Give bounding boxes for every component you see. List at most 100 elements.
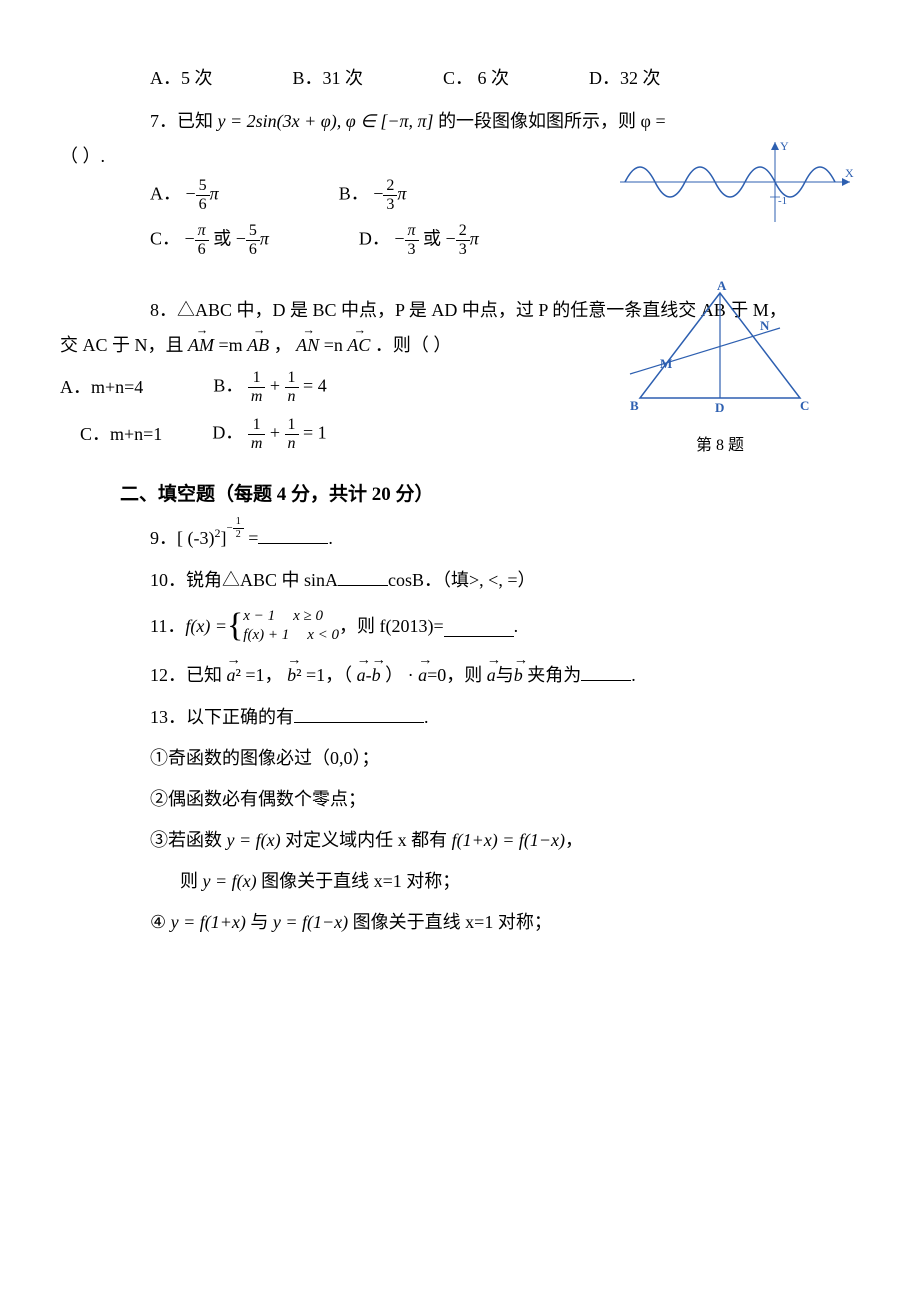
q11-prefix: 11．: [150, 614, 185, 639]
q11: 11． f(x) = { x − 1x ≥ 0 f(x) + 1x < 0 ，则…: [120, 607, 820, 646]
vec-am: AM: [188, 333, 214, 358]
q13-s4c: 与: [250, 912, 268, 932]
svg-text:A: A: [717, 278, 727, 293]
q12-a2: ² =1，: [236, 665, 283, 685]
q6-opt-c: C． 6 次: [443, 66, 509, 91]
q11-f: f(x) =: [185, 614, 227, 639]
q6-options: A．5 次 B．31 次 C． 6 次 D．32 次: [120, 66, 820, 91]
q7-formula: y = 2sin(3x + φ), φ ∈ [−π, π]: [218, 111, 434, 131]
q7-opt-a: A． −56π: [150, 178, 219, 213]
q12-prefix: 12．已知: [150, 665, 222, 685]
q7-a-label: A．: [150, 183, 181, 203]
vec-b2: b: [372, 663, 381, 688]
q7-row2: C． −π6 或 −56π D． −π3 或 −23π: [150, 223, 820, 258]
svg-text:D: D: [715, 400, 724, 415]
q10: 10．锐角△ABC 中 sinA cosB．（填>, <, =）: [120, 565, 820, 593]
q8-caption: 第 8 题: [620, 435, 820, 457]
axis-x-label: X: [845, 166, 854, 180]
q13-s3f: y = f(x): [203, 871, 257, 891]
vec-a2: a: [357, 663, 366, 688]
q13-s3c: 对定义域内任 x 都有: [285, 830, 447, 850]
q7-b-label: B．: [339, 183, 369, 203]
q9-period: .: [328, 528, 333, 548]
q13-s4a: ④: [150, 912, 166, 932]
vec-a3: a: [418, 663, 427, 688]
q12-b2: ² =1，（: [296, 665, 352, 685]
q8-opt-c: C．m+n=1: [80, 422, 162, 447]
svg-text:M: M: [660, 356, 672, 371]
q13-s4: ④ y = f(1+x) 与 y = f(1−x) 图像关于直线 x=1 对称；: [120, 910, 820, 935]
q13-period: .: [424, 707, 429, 727]
q12-eq0: =0，则: [427, 665, 482, 685]
q8-opt-d: D． 1m + 1n = 1: [212, 417, 326, 452]
q11-r1a: x − 1: [243, 607, 275, 627]
q6-opt-a: A．5 次: [150, 66, 213, 91]
q7-c-mid: 或: [213, 228, 231, 248]
q9-prefix: 9．[ (-3): [150, 528, 214, 548]
q12: 12．已知 a² =1， b² =1，（ a-b ） · a=0，则 a与b 夹…: [120, 660, 820, 688]
q7-d-label: D．: [359, 228, 390, 248]
q7-stem-suffix: 的一段图像如图所示，则 φ =: [438, 111, 666, 131]
q11-period: .: [514, 614, 519, 639]
q13-s3-cont: 则 y = f(x) 图像关于直线 x=1 对称；: [120, 869, 820, 894]
axis-y-label: Y: [780, 139, 789, 153]
vec-ac: AC: [347, 333, 370, 358]
q7-opt-c: C． −π6 或 −56π: [150, 223, 269, 258]
svg-text:N: N: [760, 318, 770, 333]
q8-d-eq: = 1: [303, 423, 327, 443]
q8-b-label: B．: [213, 376, 243, 396]
q7-opt-b: B． −23π: [339, 178, 407, 213]
q13-s4b: y = f(1+x): [171, 912, 246, 932]
q13-stem: 13．以下正确的有: [150, 707, 294, 727]
vec-a4: a: [487, 663, 496, 688]
q11-mid: ，则 f(2013)=: [339, 614, 444, 639]
q7-opt-d: D． −π3 或 −23π: [359, 223, 479, 258]
q9-blank: [258, 523, 328, 544]
svg-text:C: C: [800, 398, 809, 413]
q8-eq1b: =m: [219, 335, 243, 355]
q12-tail: 夹角为: [527, 665, 581, 685]
q11-piecewise: x − 1 x ≥ 0 f(x) + 1 x < 0: [243, 607, 339, 646]
q13-s3b: y = f(x): [227, 830, 281, 850]
q6-opt-d: D．32 次: [589, 66, 661, 91]
q8-d-label: D．: [212, 423, 243, 443]
q6-opt-b: B．31 次: [293, 66, 364, 91]
vec-ab: AB: [247, 333, 269, 358]
q8-b-eq: = 4: [303, 376, 327, 396]
section2-title: 二、填空题（每题 4 分，共计 20 分）: [120, 482, 820, 509]
q13-blank: [294, 702, 424, 723]
q7-stem-prefix: 7．已知: [150, 111, 213, 131]
q13-s3e: ，: [565, 830, 583, 850]
section2-text: 二、填空题（每题 4 分，共计 20 分）: [120, 484, 434, 505]
vec-b3: b: [514, 663, 523, 688]
q8-eq2b: =n: [324, 335, 343, 355]
q12-period: .: [631, 665, 636, 685]
q9: 9．[ (-3)2]−12 =.: [120, 523, 820, 551]
q13-s3a: ③若函数: [150, 830, 222, 850]
q7-stem: 7．已知 y = 2sin(3x + φ), φ ∈ [−π, π] 的一段图像…: [150, 109, 820, 134]
q8: 8．△ABC 中，D 是 BC 中点，P 是 AD 中点，过 P 的任意一条直线…: [120, 298, 820, 452]
q13-s1: ①奇函数的图像必过（0,0）；: [120, 746, 820, 771]
q13-s4d: y = f(1−x): [273, 912, 348, 932]
q13: 13．以下正确的有.: [120, 702, 820, 730]
q13-s3f-pre: 则: [180, 871, 198, 891]
q13-s3g: 图像关于直线 x=1 对称；: [261, 871, 460, 891]
q12-blank: [581, 660, 631, 681]
q11-r2b: x < 0: [307, 626, 339, 646]
q10-prefix: 10．锐角△ABC 中 sinA: [150, 570, 338, 590]
q12-close: ） ·: [385, 665, 414, 685]
q8-triangle-figure: A B C D M N 第 8 题: [620, 278, 820, 458]
q7: 7．已知 y = 2sin(3x + φ), φ ∈ [−π, π] 的一段图像…: [120, 109, 820, 257]
q10-suffix: cosB．（填>, <, =）: [388, 570, 535, 590]
q7-d-mid: 或: [423, 228, 441, 248]
q13-s2: ②偶函数必有偶数个零点；: [120, 787, 820, 812]
q8-stem2-prefix: 交 AC 于 N，且: [60, 335, 184, 355]
q10-blank: [338, 565, 388, 586]
q8-stem2-suffix: ．则（ ）: [375, 335, 452, 355]
vec-b1: b: [287, 663, 296, 688]
q7-c-label: C．: [150, 228, 180, 248]
q11-r2a: f(x) + 1: [243, 626, 289, 646]
svg-text:B: B: [630, 398, 639, 413]
vec-a1: a: [227, 663, 236, 688]
q11-r1b: x ≥ 0: [293, 607, 323, 627]
